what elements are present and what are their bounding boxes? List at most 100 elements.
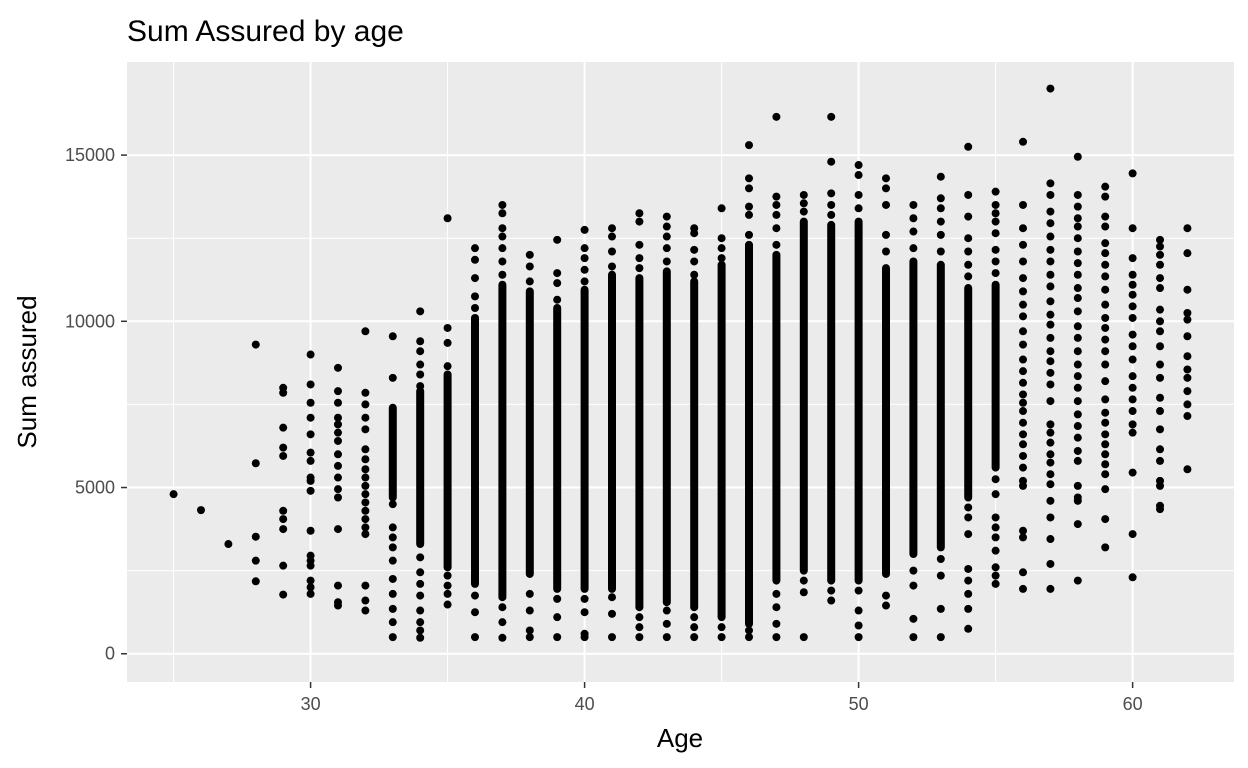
data-point	[1019, 451, 1028, 460]
data-point	[1046, 559, 1055, 568]
y-tick-label: 15000	[65, 145, 115, 165]
data-point	[470, 244, 479, 253]
data-point	[1046, 450, 1055, 459]
data-point	[1019, 200, 1028, 209]
data-point	[882, 200, 891, 209]
data-point	[388, 633, 397, 642]
data-point	[964, 234, 973, 243]
data-point	[306, 583, 315, 592]
data-point	[1101, 222, 1110, 231]
data-point	[306, 448, 315, 457]
data-point	[717, 234, 726, 243]
data-point	[416, 553, 425, 562]
data-point	[443, 338, 452, 347]
data-point	[690, 229, 699, 238]
data-point	[306, 398, 315, 407]
data-point	[333, 387, 342, 396]
data-point	[306, 456, 315, 465]
data-point	[361, 530, 370, 539]
data-point	[1073, 259, 1082, 268]
data-point	[772, 240, 781, 249]
data-point	[1046, 219, 1055, 228]
data-point	[1156, 360, 1165, 369]
data-point	[279, 443, 288, 452]
data-point	[1101, 408, 1110, 417]
data-point	[936, 571, 945, 580]
data-point	[635, 613, 644, 622]
data-point	[662, 232, 671, 241]
data-point	[607, 232, 616, 241]
data-point	[1073, 397, 1082, 406]
data-point	[635, 254, 644, 263]
y-tick-label: 10000	[65, 311, 115, 331]
data-point	[1101, 313, 1110, 322]
data-point	[909, 214, 918, 223]
data-point	[443, 589, 452, 598]
data-point	[388, 500, 397, 509]
data-point	[1183, 387, 1192, 396]
data-point	[909, 244, 918, 253]
data-point	[361, 413, 370, 422]
data-point	[1183, 352, 1192, 361]
data-point	[854, 586, 863, 595]
data-point	[772, 589, 781, 598]
data-point	[580, 254, 589, 263]
data-point	[470, 591, 479, 600]
data-point	[361, 455, 370, 464]
data-point	[827, 200, 836, 209]
data-point	[416, 633, 425, 642]
data-point	[306, 430, 315, 439]
data-point	[772, 192, 781, 201]
data-point	[251, 556, 260, 565]
data-point	[635, 217, 644, 226]
data-point	[909, 581, 918, 590]
data-point	[1046, 179, 1055, 188]
data-point	[1156, 393, 1165, 402]
data-point	[1156, 342, 1165, 351]
data-point	[964, 503, 973, 512]
data-point	[279, 423, 288, 432]
data-point	[991, 533, 1000, 542]
data-point	[1019, 533, 1028, 542]
data-point	[279, 590, 288, 599]
data-point	[498, 232, 507, 241]
data-point	[361, 388, 370, 397]
data-point	[279, 451, 288, 460]
data-point	[1046, 470, 1055, 479]
data-point	[1156, 250, 1165, 259]
data-point	[470, 255, 479, 264]
data-point	[991, 475, 1000, 484]
data-point	[662, 222, 671, 231]
data-point	[498, 257, 507, 266]
data-point	[1101, 515, 1110, 524]
data-point	[909, 227, 918, 236]
data-point	[470, 274, 479, 283]
y-tick-label: 5000	[75, 478, 115, 498]
data-point	[416, 347, 425, 356]
data-point	[1128, 330, 1137, 339]
data-point	[1156, 425, 1165, 434]
data-point	[361, 581, 370, 590]
data-point	[498, 200, 507, 209]
data-point	[279, 561, 288, 570]
data-point	[991, 513, 1000, 522]
data-point	[909, 614, 918, 623]
data-point	[498, 224, 507, 233]
data-point	[662, 606, 671, 615]
data-point	[964, 190, 973, 199]
data-point	[1046, 513, 1055, 522]
data-point	[553, 613, 562, 622]
data-point	[1019, 463, 1028, 472]
data-point	[745, 141, 754, 150]
data-point	[964, 576, 973, 585]
data-point	[717, 204, 726, 213]
x-axis: 30 40 50 60	[301, 682, 1143, 714]
data-point	[388, 604, 397, 613]
data-point	[1046, 270, 1055, 279]
data-point	[361, 606, 370, 615]
data-point	[1046, 232, 1055, 241]
data-point	[1156, 242, 1165, 251]
data-point	[1101, 249, 1110, 258]
data-point	[525, 589, 534, 598]
data-point	[306, 589, 315, 598]
